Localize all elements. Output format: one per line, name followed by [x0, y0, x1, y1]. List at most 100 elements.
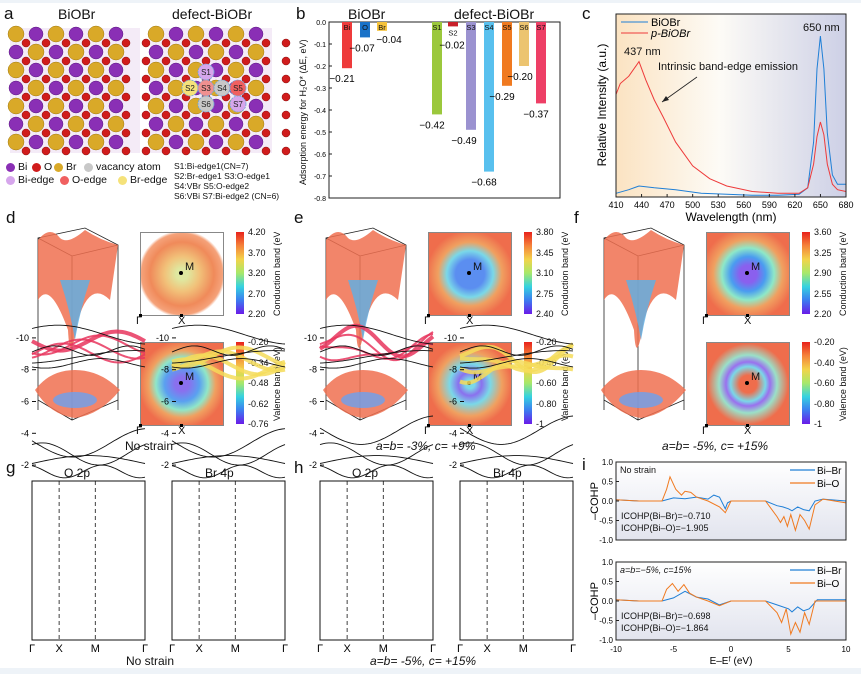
oxygen-atom: [61, 92, 71, 102]
x-point-marker: [746, 314, 749, 317]
projected-fat-band: [171, 345, 286, 369]
oxygen-atom: [161, 56, 171, 66]
bromine-atom: [167, 115, 185, 133]
gamma-point-label: Γ: [136, 315, 143, 327]
site-label: S1: [201, 68, 211, 77]
x-axis-label: E–Eᶠ (eV): [710, 656, 753, 667]
y-tick-label: -6: [21, 397, 29, 407]
oxygen-atom: [21, 56, 31, 66]
oxygen-atom: [281, 56, 291, 66]
defect-site: [197, 95, 215, 113]
bromine-atom: [87, 133, 105, 151]
oxygen-atom: [121, 38, 131, 48]
site-notes: S1:Bi-edge1(CN=7) S2:Br-edge1 S3:O-edge1…: [174, 161, 279, 201]
legend-item: Br: [54, 161, 77, 173]
oxygen-atom: [41, 146, 51, 156]
bismuth-atom: [248, 98, 264, 114]
bar-value-label: −0.07: [349, 43, 375, 54]
bismuth-atom: [68, 98, 84, 114]
strain-caption: a=b= -3%, c= +9%: [376, 439, 476, 453]
oxygen-atom: [201, 128, 211, 138]
icohp-value: ICOHP(Bi–O)=−1.905: [621, 523, 709, 533]
group-label-defect: defect-BiOBr: [454, 6, 535, 22]
colorbar-tick-label: 4.20: [248, 227, 266, 237]
3d-band-surface: [35, 227, 120, 421]
colorbar-tick-label: 3.45: [536, 247, 554, 258]
x-tick-label: 590: [762, 200, 777, 210]
bromine-atom: [47, 97, 65, 115]
y-tick-label: -8: [21, 365, 29, 375]
bar-category-label: S1: [432, 23, 441, 32]
y-tick-label: -4: [161, 428, 169, 438]
m-point-marker: [179, 271, 183, 275]
bar-value-label: −0.42: [419, 120, 445, 131]
bromine-atom: [147, 133, 165, 151]
bromine-atom: [7, 61, 25, 79]
3d-band-surface: [323, 227, 408, 421]
bar-Bi: [342, 22, 352, 69]
oxygen-atom: [161, 128, 171, 138]
band-line: [31, 324, 146, 345]
oxygen-atom: [121, 146, 131, 156]
oxygen-atom: [21, 38, 31, 48]
bar-S7: [536, 22, 546, 104]
y-tick-label: -8: [161, 365, 169, 375]
bar-category-label: S5: [502, 23, 511, 32]
oxygen-atom: [41, 92, 51, 102]
k-point-label: Γ: [142, 643, 148, 655]
gamma-point-label: Γ: [424, 425, 431, 437]
bismuth-atom: [248, 62, 264, 78]
band-line: [459, 442, 574, 466]
oxygen-atom: [241, 110, 251, 120]
oxygen-atom: [101, 92, 111, 102]
oxygen-atom: [41, 38, 51, 48]
colorbar-tick-label: -0.80: [536, 398, 557, 409]
colorbar: [802, 342, 810, 424]
strain-caption: a=b= -5%, c= +15%: [370, 654, 477, 668]
oxygen-atom: [221, 56, 231, 66]
oxygen-atom: [241, 38, 251, 48]
series-line-Bi–O: [615, 582, 846, 636]
band-line: [31, 455, 146, 464]
band-line: [171, 428, 286, 458]
oxygen-atom: [121, 74, 131, 84]
site-note: S2:Br-edge1 S3:O-edge1: [174, 171, 270, 181]
plot-frame: [319, 480, 434, 641]
m-point-label: M: [473, 371, 483, 383]
legend-label: p-BiOBr: [650, 28, 691, 40]
atom-color-swatch: [54, 162, 63, 172]
colorbar-tick-label: 2.20: [814, 309, 832, 319]
gamma-point-marker: [705, 424, 708, 427]
cohp-top-note: No strain: [620, 465, 657, 475]
bar-O: [360, 22, 370, 38]
oxygen-atom: [161, 38, 171, 48]
legend-label: Br: [66, 161, 77, 173]
y-axis-label: –COHP: [589, 582, 601, 620]
bromine-atom: [87, 25, 105, 43]
oxygen-atom: [281, 38, 291, 48]
bismuth-atom: [28, 26, 44, 42]
legend-item: O-edge: [60, 174, 107, 186]
oxygen-atom: [181, 128, 191, 138]
strain-caption: a=b= -5%, c= +15%: [662, 439, 769, 453]
legend-label: Br-edge: [130, 174, 168, 186]
oxygen-atom: [61, 146, 71, 156]
colorbar-tick-label: 2.70: [248, 288, 266, 299]
bromine-atom: [7, 25, 25, 43]
oxygen-atom: [41, 74, 51, 84]
bromine-atom: [247, 79, 265, 97]
lattice-title-pristine: BiOBr: [58, 6, 96, 22]
bromine-atom: [167, 43, 185, 61]
oxygen-atom: [61, 56, 71, 66]
strain-caption: No strain: [125, 439, 174, 453]
site-label: S7: [233, 100, 243, 109]
colorbar: [524, 232, 532, 314]
bar-category-label: O: [362, 23, 368, 32]
bromine-atom: [147, 97, 165, 115]
band-line: [459, 464, 574, 479]
colorbar-tick-label: -1: [814, 419, 823, 429]
oxygen-atom: [101, 146, 111, 156]
band-line: [31, 428, 146, 458]
bromine-atom: [187, 25, 205, 43]
legend-label: Bi–O: [817, 579, 839, 590]
